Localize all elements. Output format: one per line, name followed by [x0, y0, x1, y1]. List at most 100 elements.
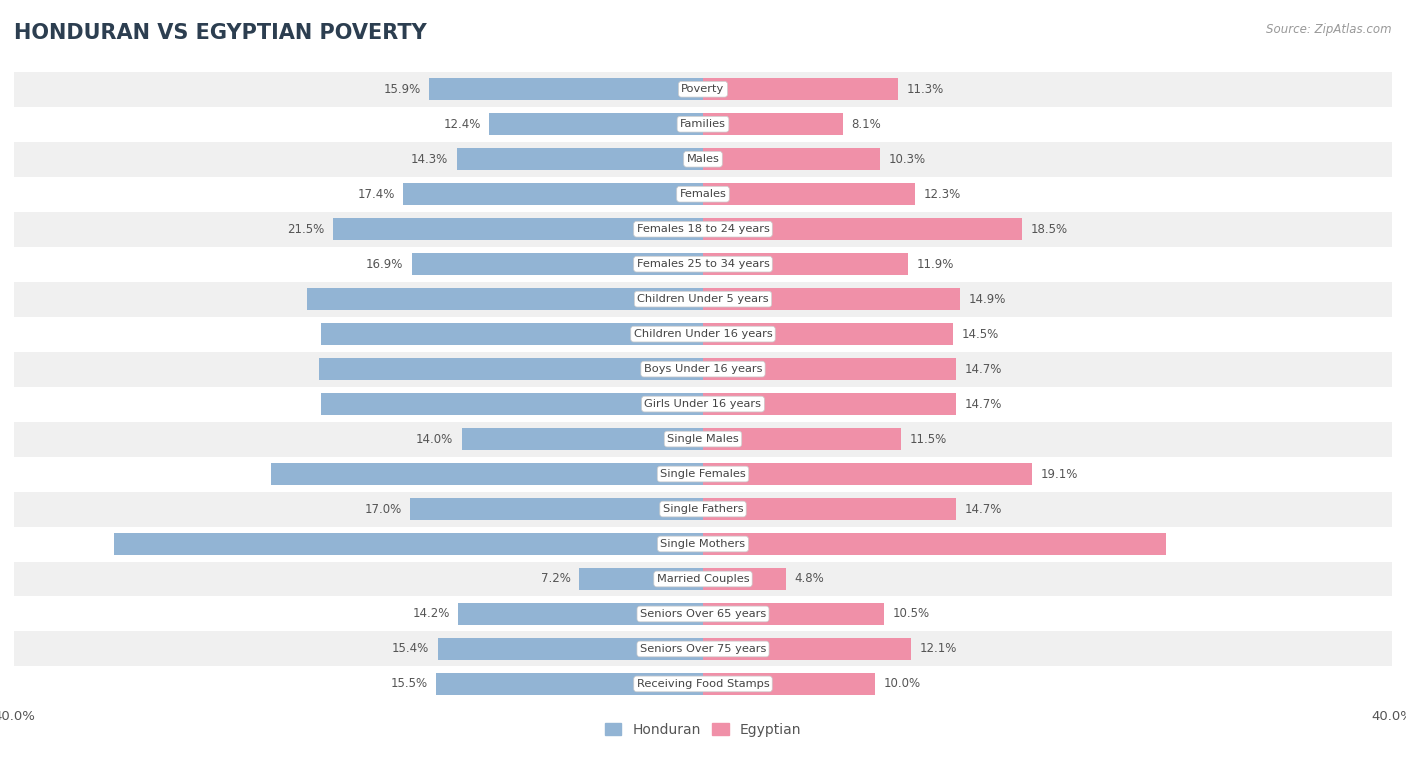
- Bar: [703, 359, 956, 380]
- Text: 10.3%: 10.3%: [889, 152, 927, 166]
- Text: 19.1%: 19.1%: [1040, 468, 1078, 481]
- Text: 18.5%: 18.5%: [1031, 223, 1067, 236]
- Bar: [703, 78, 897, 100]
- Text: 14.7%: 14.7%: [965, 503, 1002, 515]
- Bar: [703, 498, 956, 520]
- Text: 11.3%: 11.3%: [907, 83, 943, 96]
- Text: 11.9%: 11.9%: [917, 258, 953, 271]
- Text: Females: Females: [679, 190, 727, 199]
- Bar: [436, 673, 703, 695]
- Bar: [307, 288, 703, 310]
- Text: Girls Under 16 years: Girls Under 16 years: [644, 399, 762, 409]
- Text: 26.9%: 26.9%: [711, 537, 749, 550]
- Bar: [404, 183, 703, 205]
- Bar: [14, 107, 1392, 142]
- Text: 21.5%: 21.5%: [287, 223, 323, 236]
- Bar: [703, 428, 901, 450]
- Text: 8.1%: 8.1%: [851, 117, 882, 130]
- Bar: [333, 218, 703, 240]
- Text: Married Couples: Married Couples: [657, 574, 749, 584]
- Bar: [14, 597, 1392, 631]
- Bar: [14, 387, 1392, 421]
- Bar: [703, 638, 911, 659]
- Text: Families: Families: [681, 119, 725, 129]
- Text: HONDURAN VS EGYPTIAN POVERTY: HONDURAN VS EGYPTIAN POVERTY: [14, 23, 427, 42]
- Text: 34.2%: 34.2%: [657, 537, 695, 550]
- Text: 23.0%: 23.0%: [657, 293, 695, 305]
- Text: 15.5%: 15.5%: [391, 678, 427, 691]
- Text: 11.5%: 11.5%: [910, 433, 946, 446]
- Text: 14.2%: 14.2%: [412, 607, 450, 621]
- Text: 12.3%: 12.3%: [924, 188, 960, 201]
- Bar: [579, 568, 703, 590]
- Text: 25.1%: 25.1%: [657, 468, 695, 481]
- Bar: [411, 498, 703, 520]
- Bar: [489, 114, 703, 135]
- Legend: Honduran, Egyptian: Honduran, Egyptian: [599, 718, 807, 743]
- Bar: [437, 638, 703, 659]
- Text: 14.9%: 14.9%: [969, 293, 1005, 305]
- Bar: [703, 183, 915, 205]
- Bar: [14, 456, 1392, 491]
- Text: 17.0%: 17.0%: [364, 503, 402, 515]
- Text: Females 25 to 34 years: Females 25 to 34 years: [637, 259, 769, 269]
- Bar: [14, 527, 1392, 562]
- Text: 14.7%: 14.7%: [965, 362, 1002, 375]
- Bar: [703, 114, 842, 135]
- Text: 22.2%: 22.2%: [657, 327, 695, 340]
- Text: Children Under 16 years: Children Under 16 years: [634, 329, 772, 339]
- Bar: [319, 359, 703, 380]
- Text: 22.3%: 22.3%: [657, 362, 695, 375]
- Text: 12.1%: 12.1%: [920, 643, 957, 656]
- Text: Source: ZipAtlas.com: Source: ZipAtlas.com: [1267, 23, 1392, 36]
- Text: 14.0%: 14.0%: [416, 433, 453, 446]
- Text: 17.4%: 17.4%: [357, 188, 395, 201]
- Bar: [321, 393, 703, 415]
- Bar: [14, 352, 1392, 387]
- Text: 14.3%: 14.3%: [411, 152, 449, 166]
- Text: Children Under 5 years: Children Under 5 years: [637, 294, 769, 304]
- Text: 4.8%: 4.8%: [794, 572, 824, 585]
- Text: 22.2%: 22.2%: [657, 398, 695, 411]
- Bar: [14, 177, 1392, 211]
- Bar: [114, 533, 703, 555]
- Bar: [461, 428, 703, 450]
- Bar: [703, 253, 908, 275]
- Text: 15.9%: 15.9%: [384, 83, 420, 96]
- Text: 7.2%: 7.2%: [540, 572, 571, 585]
- Bar: [321, 323, 703, 345]
- Bar: [14, 562, 1392, 597]
- Text: 10.5%: 10.5%: [893, 607, 929, 621]
- Bar: [14, 631, 1392, 666]
- Bar: [457, 149, 703, 170]
- Text: 16.9%: 16.9%: [366, 258, 404, 271]
- Text: Males: Males: [686, 154, 720, 164]
- Bar: [14, 491, 1392, 527]
- Bar: [703, 463, 1032, 485]
- Bar: [14, 317, 1392, 352]
- Text: Single Males: Single Males: [666, 434, 740, 444]
- Bar: [703, 288, 960, 310]
- Bar: [703, 603, 884, 625]
- Bar: [14, 211, 1392, 246]
- Bar: [14, 421, 1392, 456]
- Bar: [14, 246, 1392, 282]
- Bar: [703, 323, 953, 345]
- Text: 14.5%: 14.5%: [962, 327, 998, 340]
- Bar: [271, 463, 703, 485]
- Text: Boys Under 16 years: Boys Under 16 years: [644, 364, 762, 374]
- Bar: [703, 673, 875, 695]
- Text: 14.7%: 14.7%: [965, 398, 1002, 411]
- Bar: [703, 149, 880, 170]
- Bar: [703, 218, 1022, 240]
- Text: Females 18 to 24 years: Females 18 to 24 years: [637, 224, 769, 234]
- Bar: [703, 533, 1167, 555]
- Bar: [703, 393, 956, 415]
- Bar: [703, 568, 786, 590]
- Text: Seniors Over 75 years: Seniors Over 75 years: [640, 644, 766, 654]
- Text: Single Females: Single Females: [661, 469, 745, 479]
- Bar: [14, 666, 1392, 701]
- Text: 15.4%: 15.4%: [392, 643, 429, 656]
- Text: Receiving Food Stamps: Receiving Food Stamps: [637, 679, 769, 689]
- Bar: [14, 142, 1392, 177]
